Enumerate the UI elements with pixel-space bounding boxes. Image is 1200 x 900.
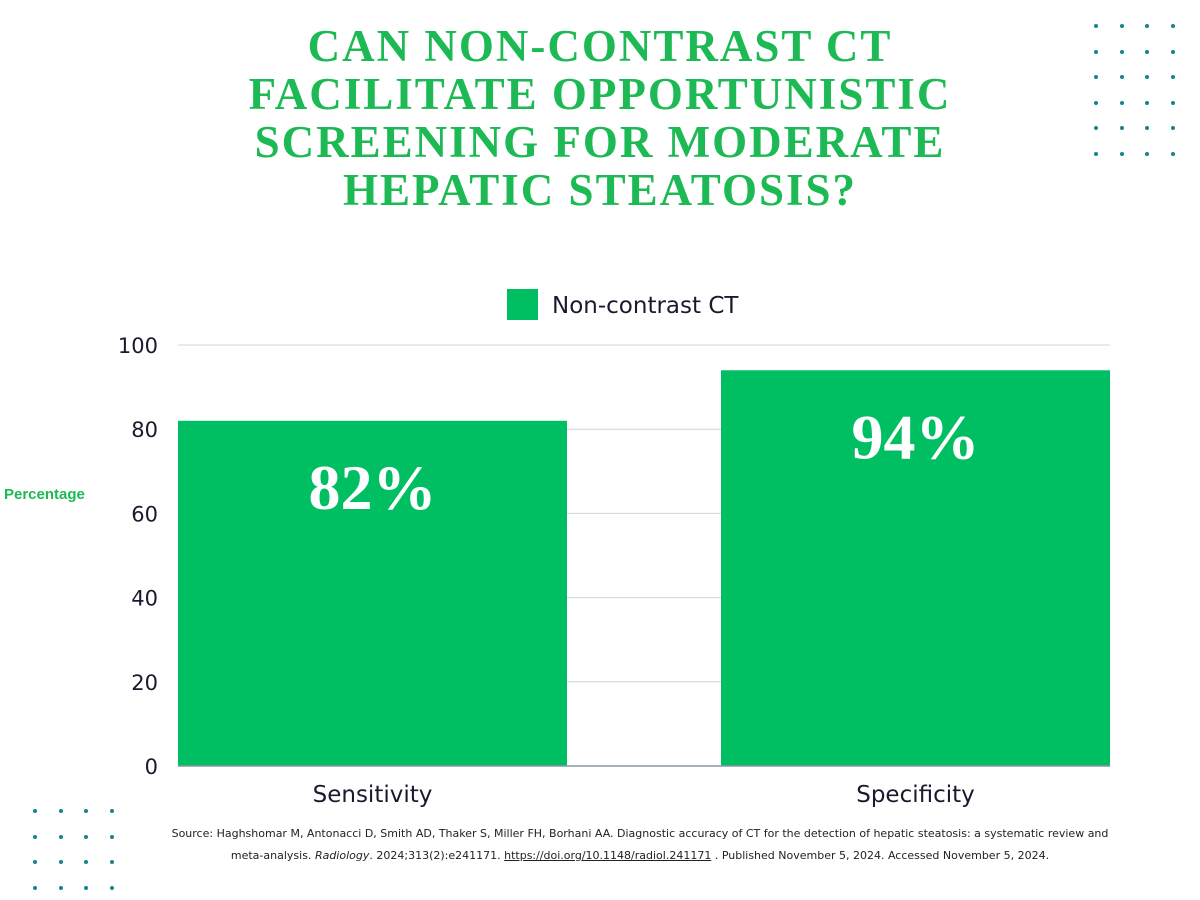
source-citation: Source: Haghshomar M, Antonacci D, Smith… — [170, 823, 1110, 867]
decorative-dot — [1094, 24, 1098, 28]
decorative-dot — [1170, 100, 1175, 105]
decorative-dot — [33, 885, 37, 890]
decorative-dot — [1119, 151, 1124, 156]
decorative-dot — [1145, 126, 1149, 130]
y-tick-label: 100 — [118, 334, 158, 358]
decorative-dot — [84, 860, 88, 864]
y-tick-label: 20 — [131, 671, 158, 695]
legend-label: Non-contrast CT — [552, 293, 739, 319]
decorative-dot — [1145, 100, 1149, 105]
decorative-dot — [1119, 49, 1124, 54]
decorative-dot — [1145, 151, 1149, 156]
decorative-dot — [1119, 100, 1124, 105]
decorative-dot — [84, 809, 88, 813]
y-axis-label: Percentage — [4, 486, 85, 503]
decorative-dot — [1119, 75, 1124, 79]
decorative-dot — [1145, 24, 1149, 28]
decorative-dot — [33, 860, 37, 864]
decorative-dot — [84, 885, 88, 890]
source-published: . Published November 5, 2024. Accessed N… — [711, 849, 1050, 862]
x-tick-label: Specificity — [856, 782, 975, 808]
decorative-dot — [58, 860, 63, 864]
decorative-dot — [33, 809, 37, 813]
decorative-dot — [1170, 126, 1175, 130]
decorative-dot — [1094, 126, 1098, 130]
decorative-dot — [33, 834, 37, 839]
decorative-dot — [1119, 24, 1124, 28]
decorative-dot — [84, 834, 88, 839]
y-tick-label: 60 — [131, 502, 158, 526]
source-doi-link[interactable]: https://doi.org/10.1148/radiol.241171 — [504, 849, 712, 862]
dot-pattern-bottom-left — [33, 809, 119, 890]
decorative-dot — [1145, 49, 1149, 54]
decorative-dot — [1094, 151, 1098, 156]
bar-sensitivity — [178, 420, 567, 766]
bar-specificity — [721, 370, 1110, 766]
legend-swatch — [507, 289, 538, 320]
data-label: 82% — [309, 452, 437, 523]
decorative-dot — [58, 834, 63, 839]
data-label: 94% — [852, 401, 980, 472]
decorative-dot — [1094, 100, 1098, 105]
decorative-dot — [109, 809, 114, 813]
decorative-dot — [1145, 75, 1149, 79]
decorative-dot — [109, 860, 114, 864]
decorative-dot — [58, 809, 63, 813]
source-citation-detail: . 2024;313(2):e241171. — [369, 849, 505, 862]
decorative-dot — [1094, 75, 1098, 79]
y-tick-label: 0 — [145, 755, 158, 779]
source-text: Source: Haghshomar M, Antonacci D, Smith… — [171, 827, 1109, 862]
y-tick-label: 40 — [131, 587, 158, 611]
page-title: CAN NON-CONTRAST CT FACILITATE OPPORTUNI… — [248, 21, 952, 215]
decorative-dot — [1094, 49, 1098, 54]
decorative-dot — [1119, 126, 1124, 130]
decorative-dot — [1170, 75, 1175, 79]
y-tick-label: 80 — [131, 418, 158, 442]
dot-pattern-top-right — [1094, 24, 1180, 156]
decorative-dot — [1170, 151, 1175, 156]
decorative-dot — [1170, 49, 1175, 54]
decorative-dot — [109, 885, 114, 890]
decorative-dot — [109, 834, 114, 839]
decorative-dot — [58, 885, 63, 890]
decorative-dot — [1170, 24, 1175, 28]
x-tick-label: Sensitivity — [313, 782, 433, 808]
source-journal: Radiology — [314, 849, 370, 862]
